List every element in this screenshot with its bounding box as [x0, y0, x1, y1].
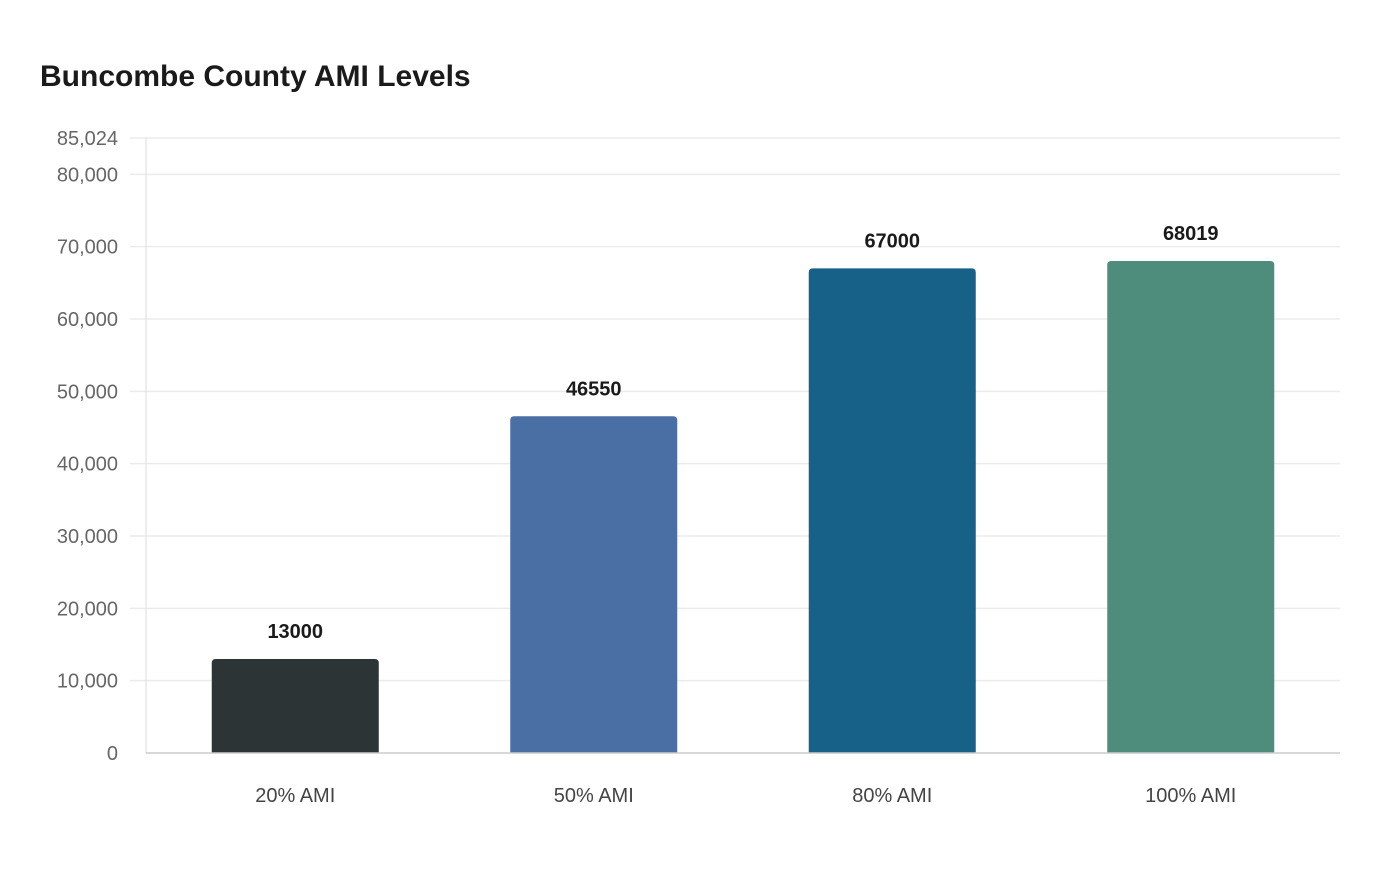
y-tick-label: 0: [107, 743, 118, 765]
y-tick-label: 50,000: [57, 381, 118, 403]
data-label: 46550: [566, 378, 622, 400]
x-tick-label: 20% AMI: [255, 785, 335, 807]
y-tick-label: 80,000: [57, 164, 118, 186]
y-tick-label: 70,000: [57, 237, 118, 259]
y-tick-label: 20,000: [57, 598, 118, 620]
y-tick-label: 85,024: [57, 128, 118, 150]
bar: [1107, 261, 1275, 753]
data-label: 67000: [864, 230, 920, 252]
x-tick-label: 100% AMI: [1145, 785, 1236, 807]
data-label: 13000: [267, 621, 323, 643]
y-tick-label: 10,000: [57, 671, 118, 693]
x-tick-label: 80% AMI: [852, 785, 932, 807]
y-tick-label: 30,000: [57, 526, 118, 548]
y-tick-label: 60,000: [57, 309, 118, 331]
bar: [510, 416, 678, 753]
bar: [808, 268, 976, 753]
x-tick-label: 50% AMI: [554, 785, 634, 807]
data-label: 68019: [1163, 223, 1219, 245]
bar: [211, 658, 379, 753]
chart-title: Buncombe County AMI Levels: [40, 60, 471, 93]
y-tick-label: 40,000: [57, 454, 118, 476]
